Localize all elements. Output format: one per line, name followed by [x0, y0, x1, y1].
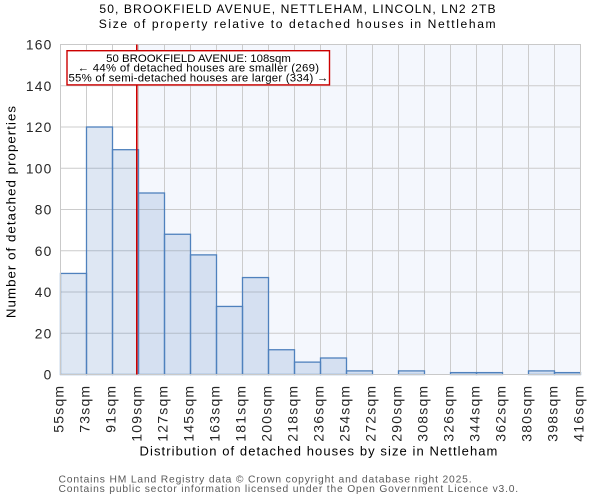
svg-text:380sqm: 380sqm: [519, 385, 535, 442]
svg-text:163sqm: 163sqm: [207, 385, 223, 442]
svg-text:326sqm: 326sqm: [441, 385, 457, 442]
svg-text:Contains HM Land Registry data: Contains HM Land Registry data © Crown c…: [59, 474, 473, 485]
svg-text:0: 0: [44, 368, 53, 383]
svg-text:109sqm: 109sqm: [129, 385, 145, 442]
svg-text:60: 60: [35, 244, 53, 259]
svg-text:200sqm: 200sqm: [259, 385, 275, 442]
svg-text:73sqm: 73sqm: [77, 385, 93, 433]
svg-text:120: 120: [26, 120, 53, 135]
svg-text:236sqm: 236sqm: [311, 385, 327, 442]
svg-text:181sqm: 181sqm: [233, 385, 249, 442]
svg-text:100: 100: [26, 161, 53, 176]
svg-text:40: 40: [35, 285, 53, 300]
svg-text:218sqm: 218sqm: [285, 385, 301, 442]
svg-text:416sqm: 416sqm: [571, 385, 587, 442]
svg-text:50, BROOKFIELD AVENUE, NETTLEH: 50, BROOKFIELD AVENUE, NETTLEHAM, LINCOL…: [99, 2, 496, 16]
svg-text:308sqm: 308sqm: [415, 385, 431, 442]
svg-text:80: 80: [35, 203, 53, 218]
svg-text:344sqm: 344sqm: [467, 385, 483, 442]
svg-text:← 44% of detached houses are s: ← 44% of detached houses are smaller (26…: [78, 63, 320, 75]
svg-text:55% of semi-detached houses ar: 55% of semi-detached houses are larger (…: [68, 73, 328, 85]
svg-text:Contains public sector informa: Contains public sector information licen…: [59, 484, 519, 495]
svg-text:Size of property relative to d: Size of property relative to detached ho…: [99, 17, 497, 31]
svg-text:145sqm: 145sqm: [181, 385, 197, 442]
svg-text:290sqm: 290sqm: [389, 385, 405, 442]
svg-text:20: 20: [35, 326, 53, 341]
svg-text:272sqm: 272sqm: [363, 385, 379, 442]
svg-text:398sqm: 398sqm: [545, 385, 561, 442]
svg-text:55sqm: 55sqm: [51, 385, 67, 433]
svg-text:254sqm: 254sqm: [337, 385, 353, 442]
svg-text:Distribution of detached house: Distribution of detached houses by size …: [140, 444, 499, 459]
svg-text:50 BROOKFIELD AVENUE: 108sqm: 50 BROOKFIELD AVENUE: 108sqm: [106, 53, 291, 65]
svg-text:91sqm: 91sqm: [103, 385, 119, 433]
svg-text:140: 140: [26, 79, 53, 94]
svg-text:362sqm: 362sqm: [493, 385, 509, 442]
svg-text:160: 160: [26, 38, 53, 53]
svg-text:Number of detached properties: Number of detached properties: [4, 105, 19, 318]
svg-text:127sqm: 127sqm: [155, 385, 171, 442]
